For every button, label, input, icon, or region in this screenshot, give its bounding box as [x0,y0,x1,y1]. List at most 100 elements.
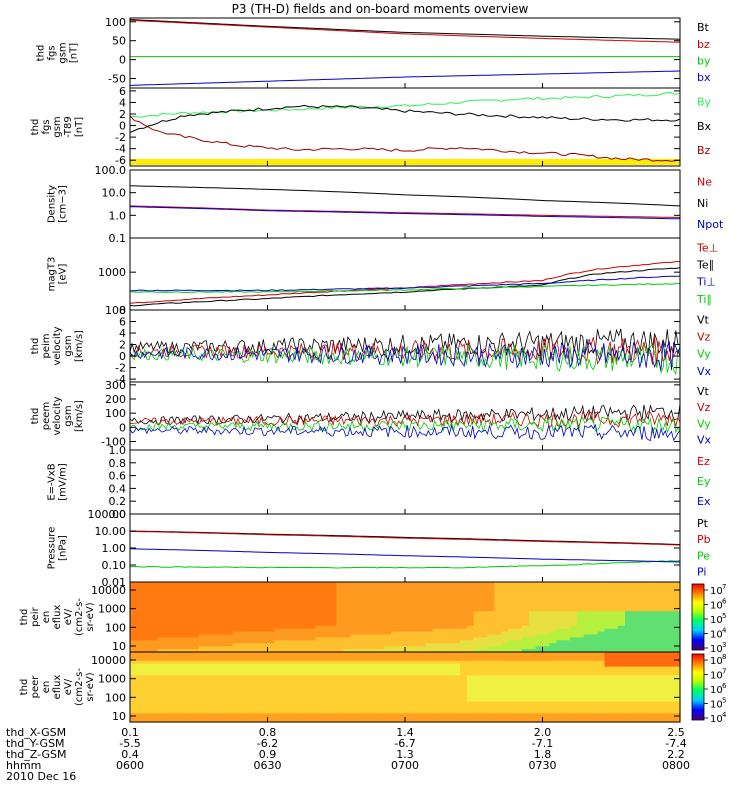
heatmap-cell [611,631,619,636]
heatmap-cell [391,678,399,682]
heatmap-cell [542,713,550,717]
heatmap-cell [645,582,654,586]
heatmap-cell [130,660,138,665]
heatmap-cell [473,637,482,641]
heatmap-cell [260,660,269,665]
heatmap-cell [384,608,392,612]
heatmap-cell [288,689,296,694]
heatmap-cell [150,614,159,618]
heatmap-cell [597,666,605,671]
heatmap-cell [666,672,674,676]
heatmap-cell [130,622,138,627]
heatmap-cell [212,608,220,612]
heatmap-cell [398,689,406,694]
heatmap-cell [336,628,344,633]
heatmap-cell [466,672,475,676]
heatmap-cell [198,698,207,703]
heatmap-cell [240,599,248,603]
heatmap-cell [253,582,262,586]
heatmap-cell [212,602,220,606]
heatmap-cell [521,646,530,650]
heatmap-cell [288,649,296,653]
heatmap-cell [590,593,599,598]
heatmap-cell [157,584,165,589]
heatmap-cell [150,689,159,694]
heatmap-cell [453,672,461,676]
y-tick-label: 100 [105,16,126,29]
legend-entry: Bt [697,21,710,34]
heatmap-cell [439,684,447,688]
heatmap-cell [398,634,406,638]
heatmap-cell [226,608,234,612]
heatmap-cell [219,704,227,708]
heatmap-cell [178,701,186,706]
x-row-value: 0630 [254,759,282,772]
heatmap-cell [150,681,159,685]
heatmap-cell [542,602,550,606]
heatmap-cell [652,695,660,700]
heatmap-cell [322,622,330,627]
heatmap-cell [246,593,255,598]
heatmap-cell [597,689,605,694]
heatmap-cell [576,719,585,723]
heatmap-cell [343,710,351,714]
heatmap-cell [226,602,234,606]
heatmap-cell [143,669,152,673]
heatmap-cell [528,695,537,700]
heatmap-cell [301,614,310,618]
y-axis-label: (cm2-s- [74,598,85,636]
heatmap-cell [384,646,392,650]
heatmap-cell [212,719,220,723]
heatmap-cell [240,582,248,586]
heatmap-cell [322,649,330,653]
heatmap-cell [652,646,660,650]
heatmap-cell [528,698,537,703]
heatmap-cell [136,590,145,595]
heatmap-cell [625,707,633,711]
heatmap-cell [398,605,406,609]
heatmap-cell [508,643,516,647]
heatmap-cell [494,678,502,682]
heatmap-cell [308,704,317,708]
heatmap-cell [439,657,447,662]
heatmap-cell [136,660,145,665]
heatmap-cell [384,599,392,603]
heatmap-cell [260,584,269,589]
heatmap-cell [253,687,262,691]
heatmap-cell [576,637,585,641]
heatmap-cell [625,590,633,595]
heatmap-cell [542,654,550,659]
heatmap-cell [295,599,303,603]
heatmap-cell [521,698,530,703]
heatmap-cell [136,646,145,650]
heatmap-cell [171,608,179,612]
heatmap-cell [136,634,145,638]
heatmap-cell [659,669,667,673]
heatmap-cell [322,587,330,592]
heatmap-cell [191,707,200,711]
heatmap-cell [246,654,255,659]
heatmap-cell [370,663,379,668]
heatmap-cell [542,669,550,673]
heatmap-cell [130,716,138,720]
heatmap-cell [350,631,358,636]
heatmap-cell [198,631,207,636]
heatmap-cell [356,640,365,644]
heatmap-cell [535,587,544,592]
heatmap-cell [446,599,454,603]
heatmap-cell [659,640,667,644]
heatmap-cell [233,593,241,598]
heatmap-cell [398,678,406,682]
heatmap-cell [673,660,681,665]
heatmap-cell [652,675,660,679]
heatmap-cell [604,681,612,685]
heatmap-cell [528,684,537,688]
heatmap-cell [405,666,413,671]
heatmap-cell [288,678,296,682]
heatmap-cell [246,646,255,650]
heatmap-cell [487,692,495,697]
heatmap-cell [611,657,619,662]
heatmap-cell [425,663,434,668]
heatmap-cell [432,631,440,636]
heatmap-cell [329,654,337,659]
